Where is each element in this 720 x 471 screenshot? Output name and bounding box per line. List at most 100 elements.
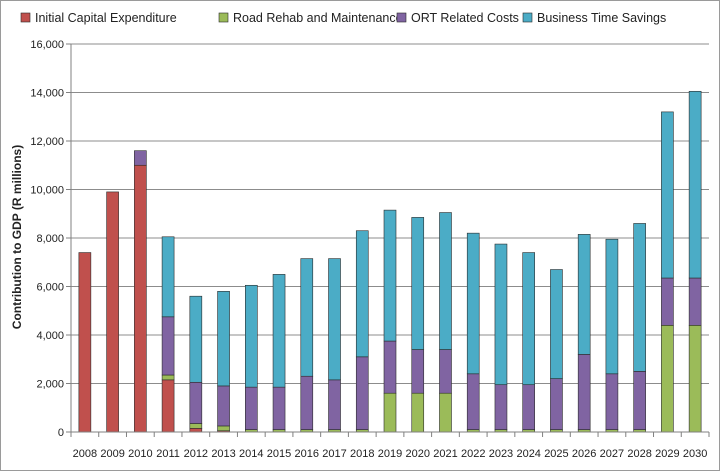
- bar-segment: [550, 269, 563, 379]
- bar-segment: [189, 295, 203, 383]
- bar-segment: [661, 111, 674, 279]
- x-tick-label: 2027: [600, 448, 624, 460]
- bar-segment: [383, 340, 397, 394]
- bar-segment: [466, 373, 480, 430]
- bar-segment: [217, 385, 230, 427]
- bar-segment: [245, 284, 258, 388]
- bar-segment: [411, 217, 425, 350]
- bar-segment: [189, 423, 203, 429]
- bar-segment: [439, 392, 452, 433]
- bar-segment: [189, 381, 203, 424]
- y-tick-label: 0: [58, 427, 64, 439]
- bar-segment: [494, 243, 508, 386]
- y-tick-labels: 0 2,000 4,000 6,000 8,000 10,000 12,000 14,000 1…: [30, 39, 64, 439]
- x-tick-label: 2013: [211, 448, 235, 460]
- y-tick-label: 12,000: [30, 136, 64, 148]
- bar-segment: [134, 164, 147, 433]
- x-tick-label: 2030: [683, 448, 707, 460]
- y-axis-label: Contribution to GDP (R millions): [10, 145, 24, 329]
- x-tick-label: 2024: [516, 448, 540, 460]
- bar-segment: [272, 386, 286, 430]
- bar-segment: [300, 258, 314, 377]
- bar-segment: [161, 316, 175, 376]
- y-tick-label: 6,000: [36, 282, 64, 294]
- bar-segment: [411, 392, 425, 433]
- x-tick-label: 2021: [433, 448, 457, 460]
- x-tick-label: 2025: [544, 448, 568, 460]
- legend-label: Initial Capital Expenditure: [35, 11, 177, 25]
- x-tick-label: 2017: [322, 448, 346, 460]
- x-tick-labels: 2008 2009 2010 2011 2012 2013 2014 2015 2016 2017…: [73, 448, 708, 460]
- x-tick-label: 2008: [73, 448, 97, 460]
- legend-label: Business Time Savings: [537, 11, 666, 25]
- bar-segment: [466, 232, 480, 375]
- bar-segment: [577, 354, 591, 430]
- bar-segment: [189, 428, 203, 433]
- bar-segment: [383, 392, 397, 433]
- x-tick-label: 2028: [627, 448, 651, 460]
- legend-swatch: [218, 12, 229, 23]
- bar-segment: [522, 252, 535, 386]
- bar-segment: [355, 230, 369, 358]
- x-tick-label: 2010: [128, 448, 152, 460]
- bar-segment: [605, 373, 619, 430]
- y-tick-label: 16,000: [30, 39, 64, 51]
- bar-segment: [550, 378, 563, 430]
- legend-swatch: [522, 12, 533, 23]
- bar-segment: [661, 277, 674, 326]
- bar-segment: [633, 223, 646, 372]
- y-tick-label: 2,000: [36, 379, 64, 391]
- bar-segment: [577, 234, 591, 355]
- x-tick-label: 2015: [267, 448, 291, 460]
- bar-segment: [328, 379, 341, 430]
- bar-segment: [161, 379, 175, 433]
- bar-segment: [688, 90, 702, 279]
- x-tick-label: 2026: [572, 448, 596, 460]
- legend-swatch: [20, 12, 31, 23]
- x-tick-label: 2014: [239, 448, 263, 460]
- bar-segment: [661, 324, 674, 433]
- x-tick-label: 2011: [156, 448, 180, 460]
- bar-segment: [217, 425, 230, 432]
- y-tick-label: 8,000: [36, 233, 64, 245]
- bar-segment: [383, 209, 397, 342]
- bar-segment: [161, 236, 175, 318]
- bar-segment: [439, 349, 452, 394]
- legend-label: ORT Related Costs: [411, 11, 519, 25]
- bar-segment: [605, 238, 619, 375]
- bar-segment: [78, 252, 92, 433]
- bar-segment: [328, 258, 341, 381]
- x-tick-label: 2018: [350, 448, 374, 460]
- bar-segment: [688, 324, 702, 433]
- axes: [70, 44, 710, 437]
- x-tick-label: 2016: [295, 448, 319, 460]
- legend-label: Road Rehab and Maintenance: [233, 11, 403, 25]
- bar-segment: [245, 386, 258, 430]
- x-tick-label: 2029: [655, 448, 679, 460]
- x-tick-label: 2012: [184, 448, 208, 460]
- bar-segment: [411, 349, 425, 394]
- bar-segment: [300, 375, 314, 430]
- bar-segment: [688, 277, 702, 326]
- bar-segment: [161, 374, 175, 381]
- x-tick-label: 2022: [461, 448, 485, 460]
- x-tick-label: 2023: [489, 448, 513, 460]
- legend: Initial Capital Expenditure Road Rehab an…: [20, 11, 666, 25]
- bar-segment: [217, 291, 230, 387]
- bar-segment: [522, 384, 535, 430]
- bar-segment: [134, 150, 147, 166]
- x-tick-label: 2020: [405, 448, 429, 460]
- y-tick-label: 4,000: [36, 330, 64, 342]
- bars: [78, 90, 702, 433]
- bar-segment: [355, 356, 369, 430]
- legend-swatch: [396, 12, 407, 23]
- bar-segment: [439, 212, 452, 350]
- bar-segment: [272, 274, 286, 388]
- y-tick-label: 14,000: [30, 88, 64, 100]
- bar-segment: [633, 371, 646, 430]
- x-tick-label: 2019: [378, 448, 402, 460]
- bar-segment: [494, 384, 508, 430]
- x-tick-label: 2009: [100, 448, 124, 460]
